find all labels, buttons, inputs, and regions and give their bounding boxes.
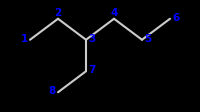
- Text: 7: 7: [88, 65, 96, 75]
- Text: 1: 1: [20, 34, 28, 44]
- Text: 3: 3: [88, 34, 96, 44]
- Text: 5: 5: [144, 34, 152, 44]
- Text: 8: 8: [48, 86, 56, 96]
- Text: 2: 2: [54, 8, 62, 18]
- Text: 6: 6: [172, 13, 180, 23]
- Text: 4: 4: [110, 8, 118, 18]
